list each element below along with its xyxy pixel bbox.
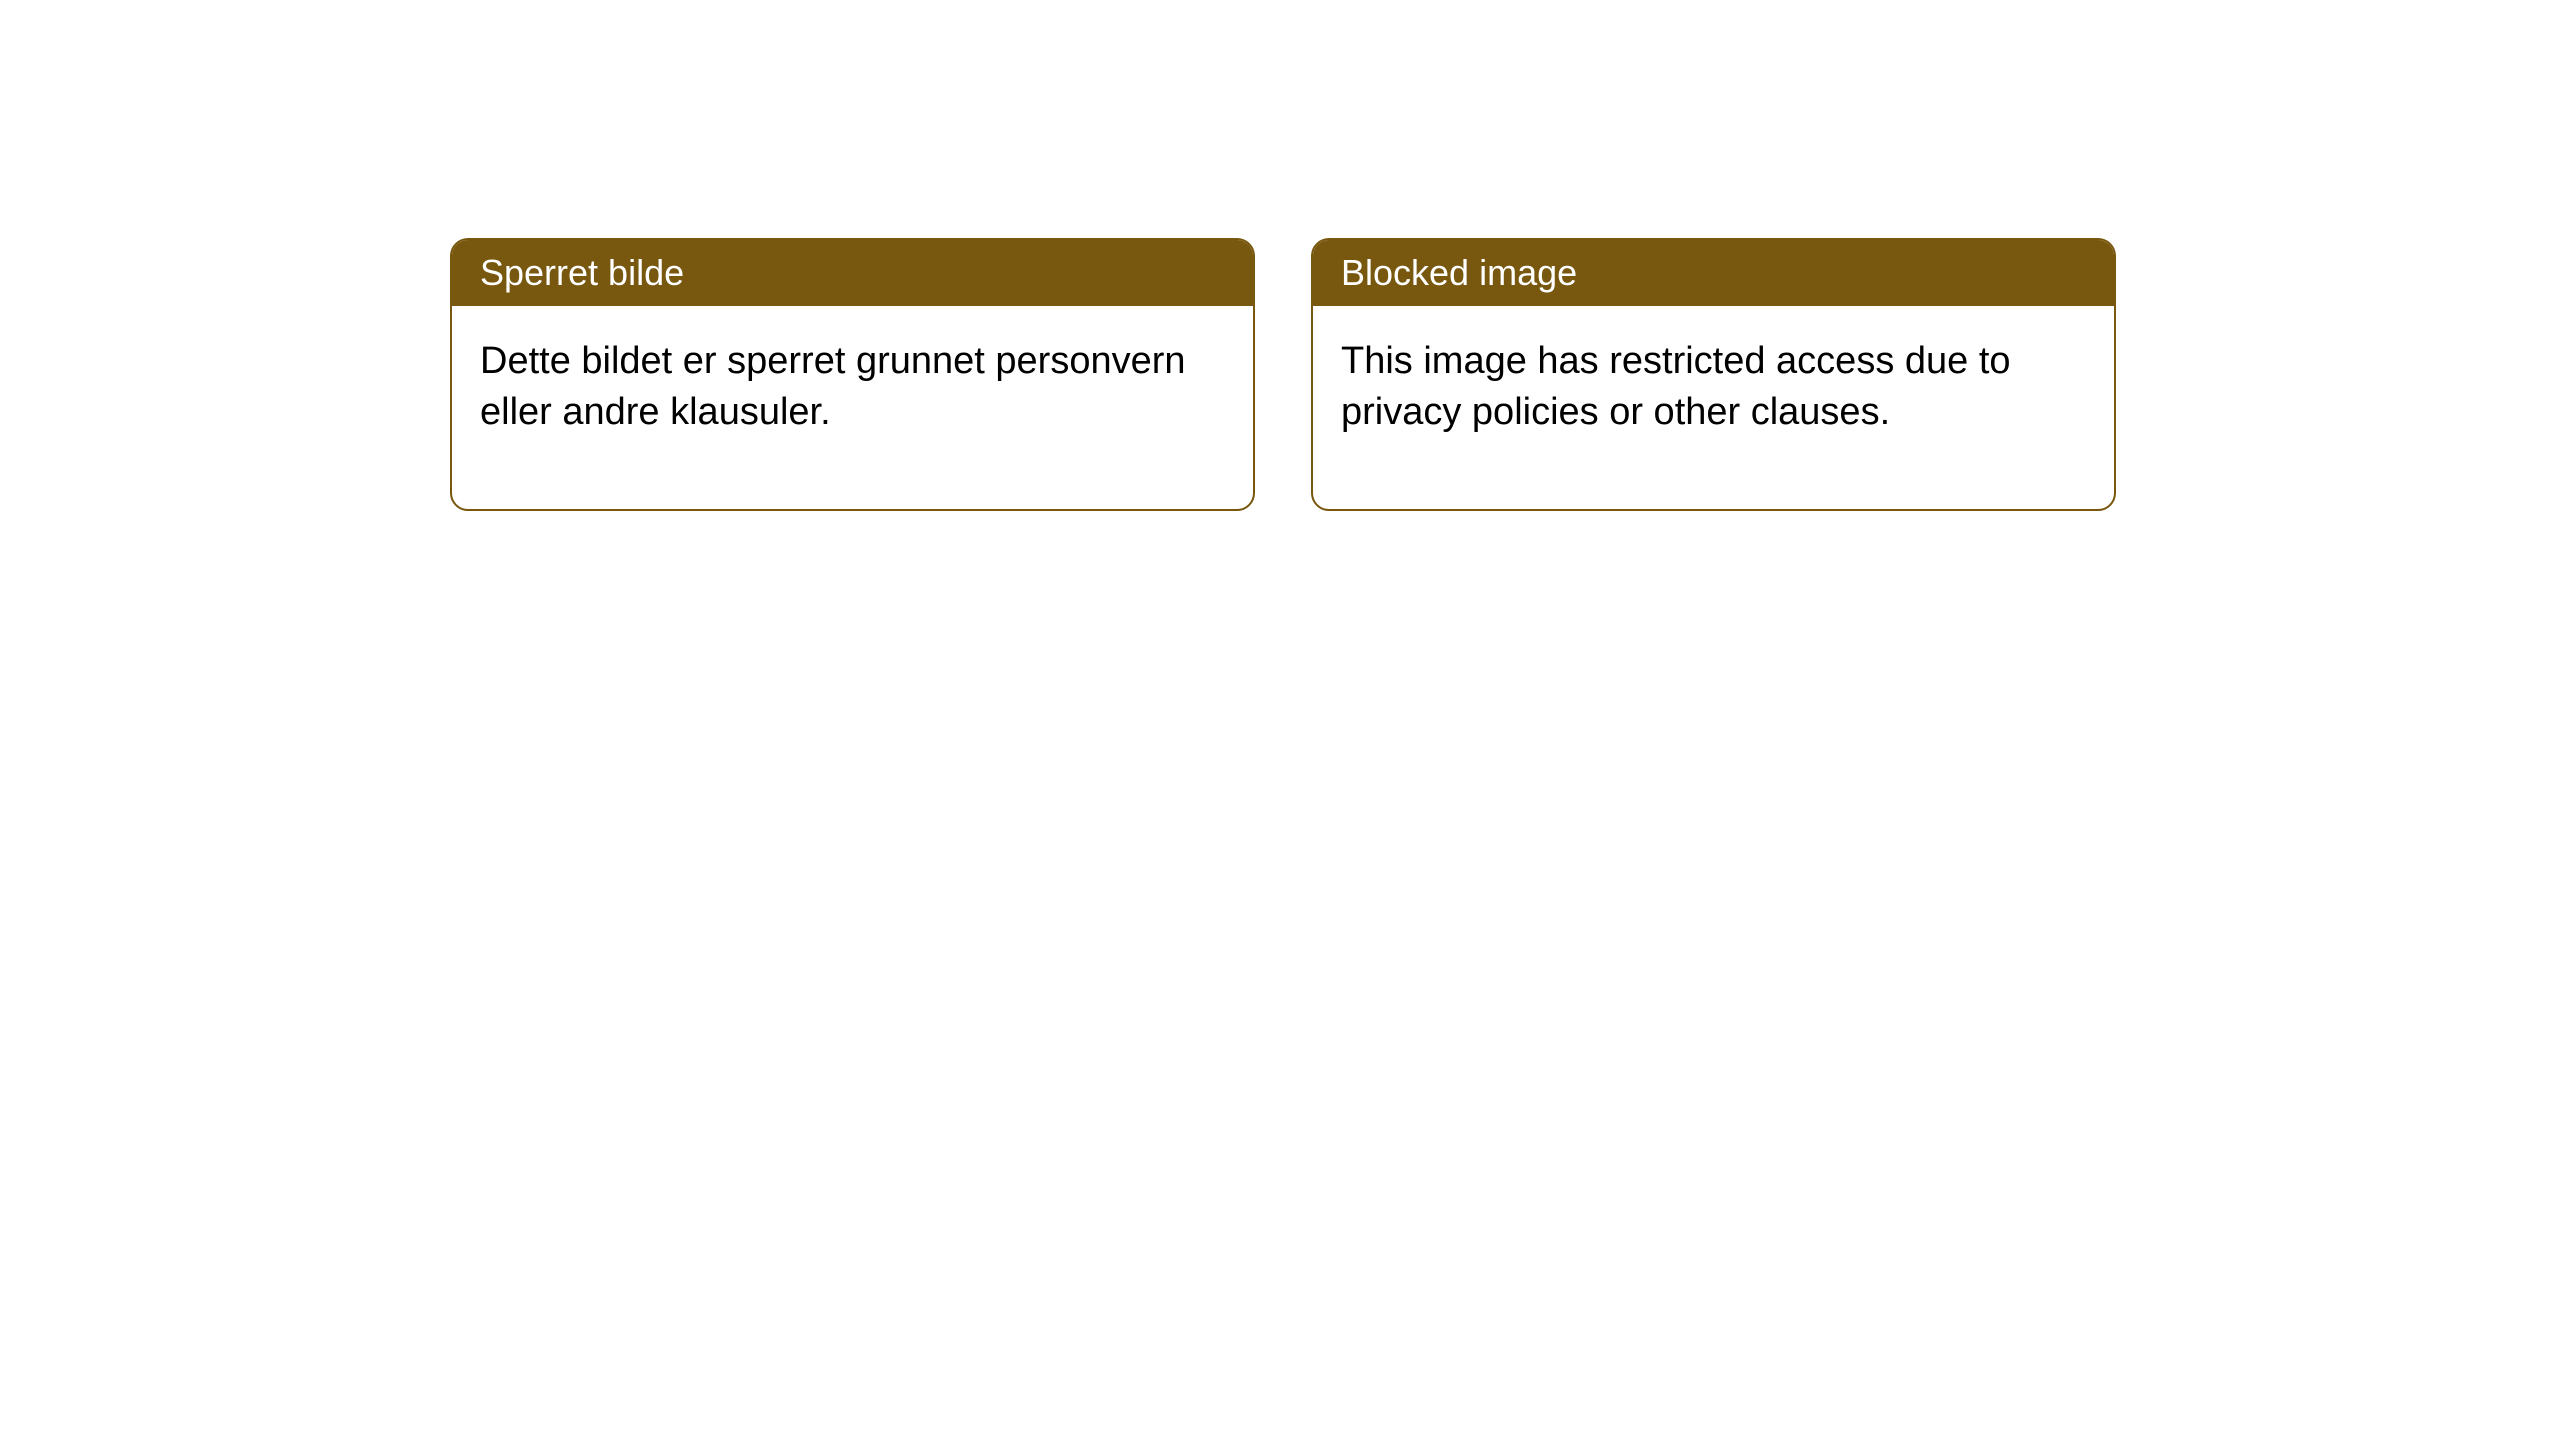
notice-text: This image has restricted access due to … [1341,340,2011,433]
notice-body: This image has restricted access due to … [1313,306,2114,509]
notice-box-english: Blocked image This image has restricted … [1311,238,2116,511]
notice-text: Dette bildet er sperret grunnet personve… [480,340,1186,433]
notice-body: Dette bildet er sperret grunnet personve… [452,306,1253,509]
notice-title: Sperret bilde [480,252,684,293]
notice-header: Sperret bilde [452,240,1253,306]
notice-header: Blocked image [1313,240,2114,306]
notice-container: Sperret bilde Dette bildet er sperret gr… [450,238,2116,511]
notice-title: Blocked image [1341,252,1577,293]
notice-box-norwegian: Sperret bilde Dette bildet er sperret gr… [450,238,1255,511]
